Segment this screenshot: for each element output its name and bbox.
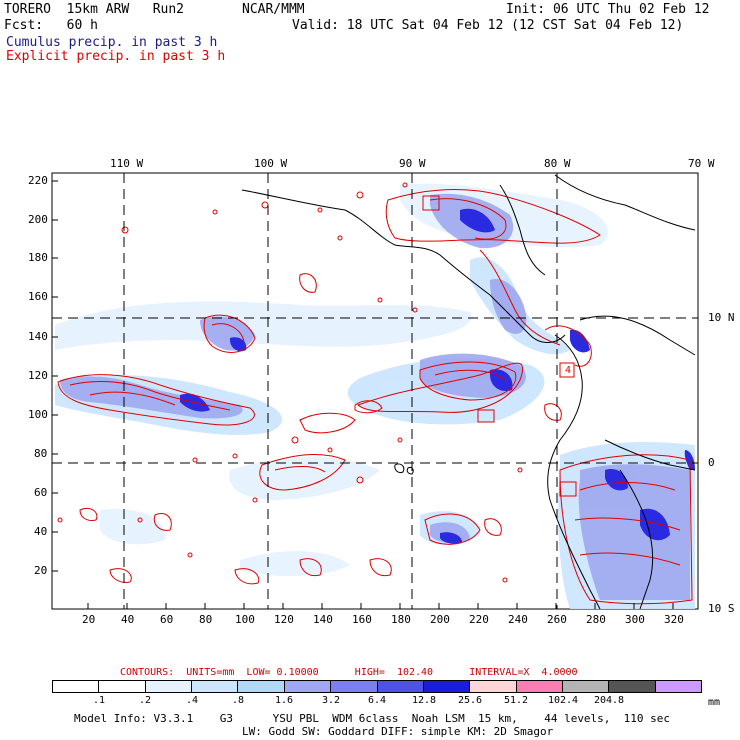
- y-tick: 220: [28, 174, 48, 187]
- x-tick: 240: [508, 613, 528, 626]
- axis-ticks: [52, 180, 674, 609]
- valid-time: Valid: 18 UTC Sat 04 Feb 12 (12 CST Sat …: [292, 18, 684, 33]
- legend-value: 12.8: [411, 695, 437, 706]
- x-tick: 320: [664, 613, 684, 626]
- box-label: 4: [565, 365, 572, 376]
- legend-swatch: [609, 681, 656, 692]
- x-tick: 40: [121, 613, 135, 626]
- y-tick: 60: [34, 486, 48, 499]
- lat-label-0: 0: [708, 456, 715, 469]
- init-time: Init: 06 UTC Thu 02 Feb 12: [506, 2, 710, 17]
- legend-colorbar: [52, 680, 702, 693]
- explicit-precip-cells: [57, 182, 523, 583]
- legend-swatch: [99, 681, 146, 692]
- lon-label-100w: 100 W: [254, 157, 288, 170]
- legend-swatch: [145, 681, 193, 692]
- y-tick: 160: [28, 290, 48, 303]
- x-tick: 80: [199, 613, 213, 626]
- legend-value: 204.8: [593, 695, 625, 706]
- lon-label-70w: 70 W: [688, 157, 715, 170]
- legend-value: 3.2: [321, 695, 341, 706]
- legend-value: .2: [138, 695, 152, 706]
- legend-swatch: [470, 681, 517, 692]
- y-tick: 80: [34, 447, 48, 460]
- org-label: NCAR/MMM: [242, 2, 305, 17]
- x-tick: 160: [352, 613, 372, 626]
- x-tick: 280: [586, 613, 606, 626]
- y-tick: 20: [34, 564, 48, 577]
- legend-value: 102.4: [547, 695, 579, 706]
- y-tick: 120: [28, 369, 48, 382]
- contour-info: CONTOURS: UNITS=mm LOW= 0.10000 HIGH= 10…: [120, 667, 578, 678]
- x-tick: 180: [391, 613, 411, 626]
- legend-swatch: [655, 681, 702, 692]
- x-tick: 60: [160, 613, 174, 626]
- y-tick: 140: [28, 330, 48, 343]
- legend-swatch: [423, 681, 471, 692]
- legend-swatch: [53, 681, 100, 692]
- legend-value: .8: [231, 695, 245, 706]
- lat-label-10s: 10 S: [708, 602, 735, 615]
- x-tick: 100: [235, 613, 255, 626]
- lon-label-80w: 80 W: [544, 157, 571, 170]
- legend-value: .4: [185, 695, 199, 706]
- physics-info: LW: Godd SW: Goddard DIFF: simple KM: 2D…: [242, 725, 554, 738]
- y-tick: 180: [28, 251, 48, 264]
- legend-swatch: [377, 681, 424, 692]
- lat-label-10n: 10 N: [708, 311, 735, 324]
- x-tick: 20: [82, 613, 96, 626]
- x-tick: 140: [313, 613, 333, 626]
- lon-label-90w: 90 W: [399, 157, 426, 170]
- legend-value: 6.4: [367, 695, 387, 706]
- x-tick: 120: [274, 613, 294, 626]
- legend-swatch: [284, 681, 332, 692]
- y-tick: 40: [34, 525, 48, 538]
- legend-unit: mm: [708, 697, 721, 708]
- field-cumulus-label: Cumulus precip. in past 3 h: [6, 35, 218, 50]
- legend-swatch: [238, 681, 285, 692]
- model-title: TORERO 15km ARW Run2: [4, 2, 185, 17]
- forecast-hour: Fcst: 60 h: [4, 18, 98, 33]
- legend-swatch: [562, 681, 610, 692]
- y-tick: 100: [28, 408, 48, 421]
- x-tick: 260: [547, 613, 567, 626]
- legend-swatch: [192, 681, 239, 692]
- coastlines: [241, 174, 696, 609]
- lat-lon-grid: [52, 173, 698, 609]
- precip-layer: [55, 174, 696, 609]
- cumulus-precip-heavy: [180, 208, 695, 544]
- lon-label-110w: 110 W: [110, 157, 144, 170]
- legend-value: 1.6: [274, 695, 294, 706]
- legend-value: 25.6: [457, 695, 483, 706]
- y-tick: 200: [28, 213, 48, 226]
- x-tick: 300: [625, 613, 645, 626]
- legend-value: .1: [92, 695, 106, 706]
- legend-swatch: [516, 681, 563, 692]
- x-tick: 200: [430, 613, 450, 626]
- field-explicit-label: Explicit precip. in past 3 h: [6, 49, 226, 64]
- highlight-boxes: [422, 195, 577, 497]
- legend-swatch: [331, 681, 378, 692]
- legend-value: 51.2: [503, 695, 529, 706]
- x-tick: 220: [469, 613, 489, 626]
- model-info: Model Info: V3.3.1 G3 YSU PBL WDM 6class…: [74, 712, 671, 725]
